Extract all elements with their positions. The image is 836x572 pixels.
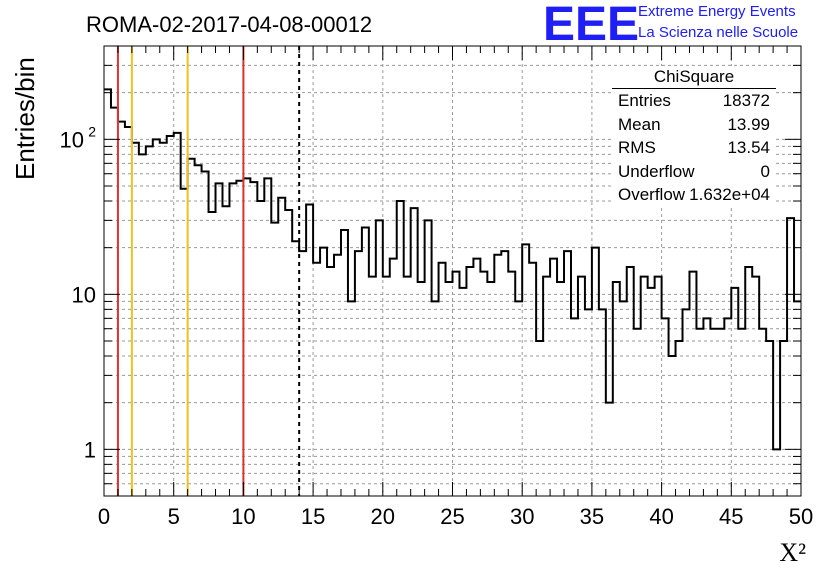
stats-value: 18372 bbox=[722, 91, 770, 110]
x-tick-label: 50 bbox=[789, 504, 813, 529]
stats-key: Mean bbox=[618, 114, 661, 134]
stats-row: Mean 13.99 bbox=[612, 113, 776, 137]
y-tick-label: 1 bbox=[84, 437, 96, 462]
x-axis-ticks: 0 5 10 15 20 25 30 35 40 45 50 bbox=[98, 46, 813, 529]
cut-lines bbox=[116, 46, 301, 496]
stats-box: ChiSquare Entries 18372 Mean 13.99 RMS 13.54 U… bbox=[612, 66, 776, 207]
stats-value: 13.54 bbox=[727, 138, 770, 158]
histogram-outline bbox=[104, 88, 801, 451]
stats-title: ChiSquare bbox=[612, 66, 776, 89]
x-tick-label: 20 bbox=[371, 504, 395, 529]
stats-value: 13.99 bbox=[727, 114, 770, 134]
logo-line-1: Extreme Energy Events bbox=[638, 3, 796, 20]
x-tick-label: 40 bbox=[649, 504, 673, 529]
eee-logo: EEE bbox=[543, 0, 638, 44]
stats-row: Underflow 0 bbox=[612, 160, 776, 184]
x-tick-label: 25 bbox=[440, 504, 464, 529]
y-tick-exponent: 2 bbox=[88, 123, 96, 139]
stats-key: Underflow bbox=[618, 161, 695, 181]
x-tick-label: 10 bbox=[231, 504, 255, 529]
stats-row: RMS 13.54 bbox=[612, 136, 776, 160]
stats-key: Overflow bbox=[618, 185, 686, 205]
stats-value: 0 bbox=[760, 161, 770, 181]
stats-key: RMS bbox=[618, 138, 656, 158]
y-tick-label: 10 bbox=[60, 127, 84, 152]
x-tick-label: 35 bbox=[580, 504, 604, 529]
x-tick-label: 5 bbox=[168, 504, 180, 529]
x-tick-label: 0 bbox=[98, 504, 110, 529]
x-tick-label: 15 bbox=[301, 504, 325, 529]
stats-row: Overflow 1.632e+04 bbox=[612, 183, 776, 207]
plot-title: ROMA-02-2017-04-08-00012 bbox=[86, 12, 373, 37]
logo-line-2: La Scienza nelle Scuole bbox=[638, 24, 799, 41]
x-tick-label: 30 bbox=[510, 504, 534, 529]
x-axis-label: X² bbox=[779, 538, 806, 567]
stats-row: Entries 18372 bbox=[612, 89, 776, 113]
y-tick-label: 10 bbox=[72, 282, 96, 307]
svg-text:EEE: EEE bbox=[543, 0, 638, 44]
stats-value: 1.632e+04 bbox=[689, 185, 770, 205]
stats-key: Entries bbox=[618, 91, 671, 110]
histogram-line bbox=[104, 88, 801, 451]
x-tick-label: 45 bbox=[719, 504, 743, 529]
